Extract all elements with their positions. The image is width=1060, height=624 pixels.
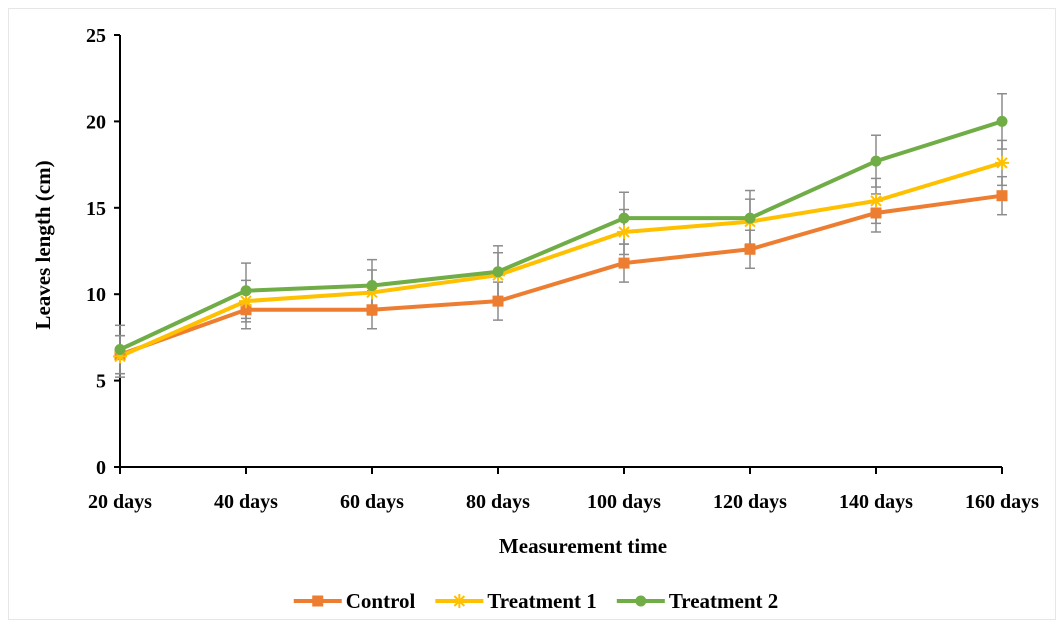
series-markers bbox=[113, 115, 1009, 364]
legend-label: Treatment 2 bbox=[669, 589, 778, 613]
x-axis-title: Measurement time bbox=[499, 534, 667, 558]
legend-swatch-marker bbox=[452, 594, 467, 608]
series-line-treatment-2 bbox=[119, 119, 1003, 352]
data-point bbox=[365, 285, 379, 300]
data-point bbox=[996, 190, 1008, 202]
data-point bbox=[366, 304, 378, 316]
y-tick-label: 15 bbox=[86, 198, 106, 220]
y-tick-label: 25 bbox=[86, 25, 106, 47]
y-tick-label: 10 bbox=[86, 284, 106, 306]
x-tick-label: 80 days bbox=[466, 491, 530, 513]
axes bbox=[114, 34, 1003, 474]
data-point bbox=[240, 304, 252, 316]
legend-label: Treatment 1 bbox=[487, 589, 596, 613]
data-point bbox=[617, 224, 631, 239]
x-tick-label: 40 days bbox=[214, 491, 278, 513]
data-point bbox=[618, 212, 630, 224]
y-axis-title: Leaves length (cm) bbox=[31, 160, 55, 329]
data-point bbox=[995, 155, 1009, 170]
x-tick-label: 120 days bbox=[713, 491, 787, 513]
data-point bbox=[870, 155, 882, 167]
data-point bbox=[492, 295, 504, 307]
x-tick-label: 160 days bbox=[965, 491, 1039, 513]
data-point bbox=[744, 243, 756, 255]
data-point bbox=[744, 212, 756, 224]
x-tick-label: 20 days bbox=[88, 491, 152, 513]
y-tick-label: 0 bbox=[96, 457, 106, 479]
data-point bbox=[366, 280, 378, 292]
y-tick-label: 5 bbox=[96, 371, 106, 393]
chart-frame bbox=[8, 8, 1056, 620]
data-point bbox=[113, 349, 127, 364]
data-point bbox=[114, 343, 126, 355]
x-tick-label: 100 days bbox=[587, 491, 661, 513]
series-lines bbox=[119, 119, 1003, 359]
y-tick-label: 20 bbox=[86, 111, 106, 133]
error-bars bbox=[115, 93, 1007, 378]
legend: Control Treatment 1 Treatment 2 bbox=[293, 589, 778, 613]
legend-swatch-marker bbox=[312, 595, 324, 607]
tick-labels: 0 5 10 15 20 25 20 days 40 days 60 days 80 days 10… bbox=[86, 25, 1039, 513]
x-tick-label: 60 days bbox=[340, 491, 404, 513]
series-line-control bbox=[119, 193, 1003, 357]
data-point bbox=[239, 294, 253, 309]
series-line-treatment-1 bbox=[119, 160, 1003, 359]
data-point bbox=[618, 257, 630, 269]
data-point bbox=[869, 193, 883, 208]
x-tick-label: 140 days bbox=[839, 491, 913, 513]
legend-swatch-marker bbox=[635, 595, 647, 607]
data-point bbox=[492, 266, 504, 278]
legend-label: Control bbox=[346, 589, 416, 613]
data-point bbox=[870, 207, 882, 219]
data-point bbox=[996, 115, 1008, 127]
data-point bbox=[240, 285, 252, 297]
